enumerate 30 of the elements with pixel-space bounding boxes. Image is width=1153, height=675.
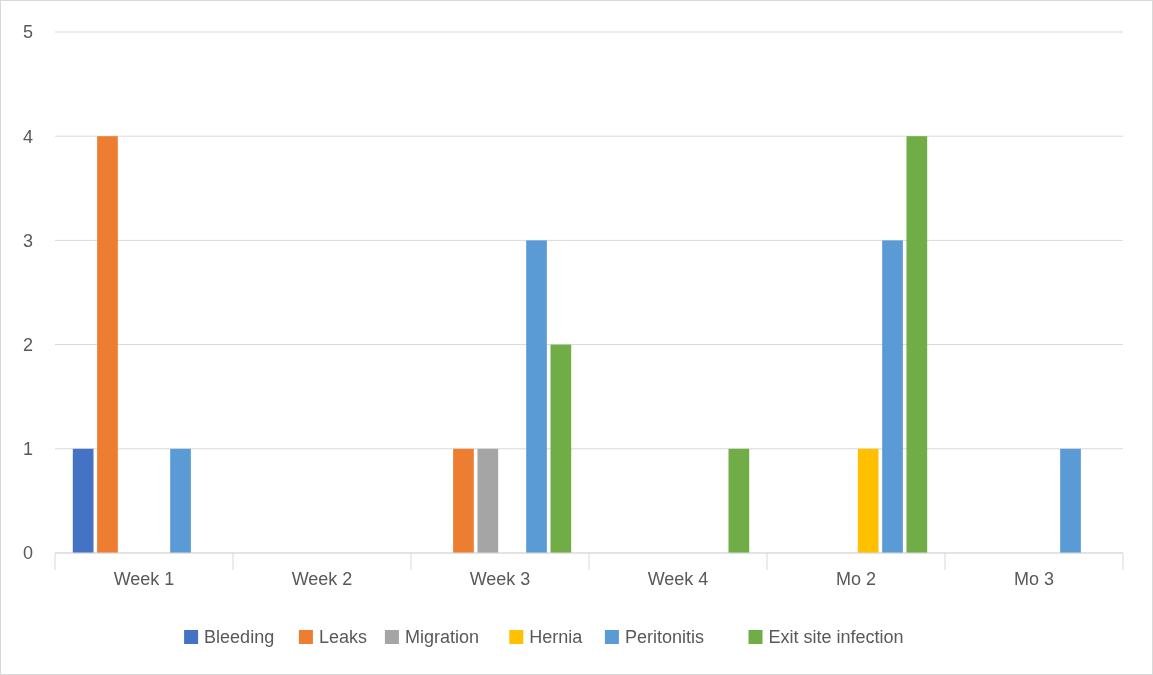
x-tick-label: Week 3 bbox=[469, 569, 531, 589]
y-tick-label: 4 bbox=[22, 126, 34, 147]
legend-label: Exit site infection bbox=[768, 627, 904, 648]
legend-label: Leaks bbox=[318, 627, 367, 648]
x-tick-label: Mo 3 bbox=[1013, 569, 1055, 589]
bar bbox=[1060, 448, 1081, 553]
bar bbox=[550, 344, 572, 553]
bar bbox=[170, 448, 191, 553]
y-tick-label: 1 bbox=[22, 439, 34, 460]
bar bbox=[857, 448, 879, 553]
bar bbox=[72, 448, 94, 553]
y-tick-label: 5 bbox=[22, 22, 34, 43]
y-tick-label: 3 bbox=[22, 230, 34, 251]
legend-label: Migration bbox=[404, 627, 479, 648]
x-tick-label: Week 2 bbox=[291, 569, 353, 589]
bar bbox=[97, 136, 118, 553]
bar bbox=[526, 240, 547, 553]
y-tick-label: 0 bbox=[22, 543, 34, 564]
bar bbox=[453, 448, 474, 553]
x-tick-label: Week 1 bbox=[113, 569, 175, 589]
y-tick-label: 2 bbox=[22, 334, 34, 355]
bar bbox=[906, 136, 928, 553]
x-tick-label: Week 4 bbox=[647, 569, 709, 589]
bar bbox=[477, 448, 499, 553]
bar bbox=[728, 448, 750, 553]
legend-label: Hernia bbox=[529, 627, 584, 648]
legend-label: Bleeding bbox=[204, 627, 275, 648]
x-tick-label: Mo 2 bbox=[835, 569, 877, 589]
legend-label: Peritonitis bbox=[624, 627, 704, 648]
bar bbox=[882, 240, 903, 553]
